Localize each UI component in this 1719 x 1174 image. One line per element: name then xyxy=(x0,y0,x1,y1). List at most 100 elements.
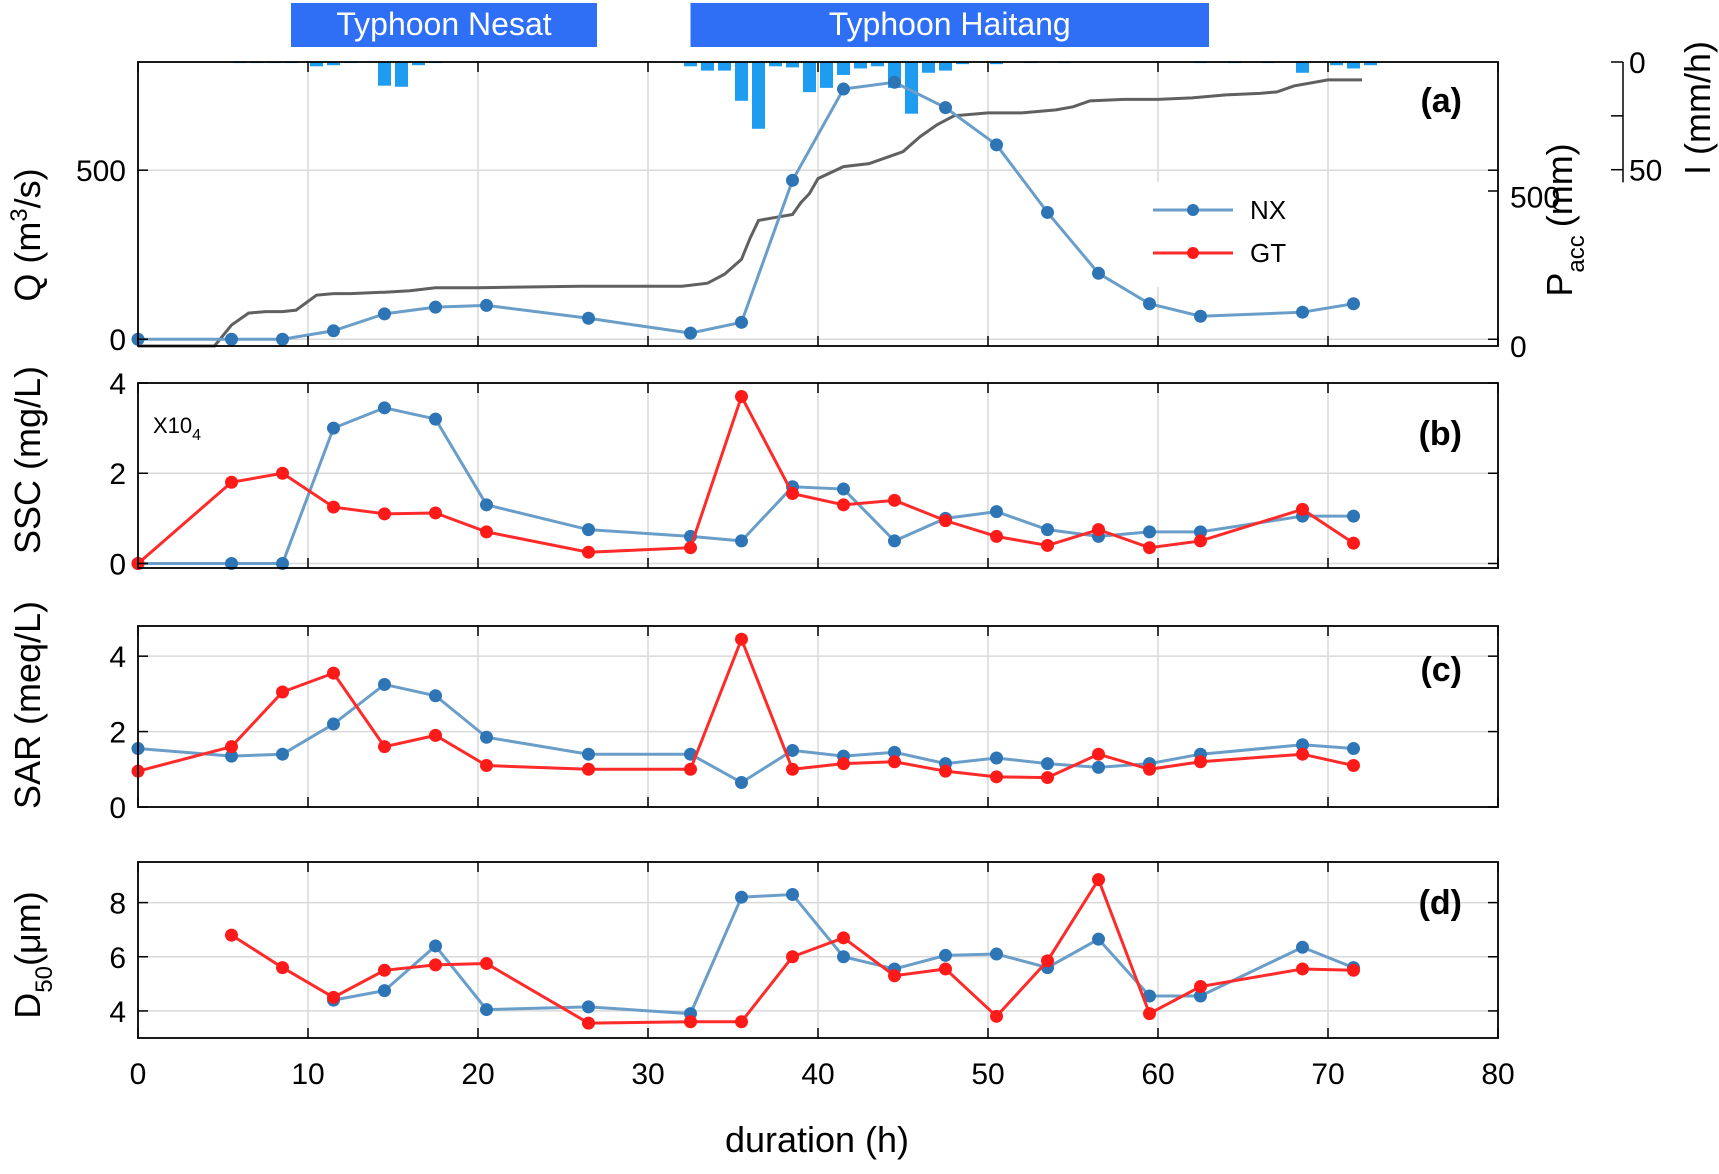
data-point-nx xyxy=(990,505,1003,519)
data-point-nx xyxy=(1092,760,1105,774)
data-point-nx xyxy=(990,751,1003,765)
panel-c-series xyxy=(131,632,1360,789)
y-tick-label: 500 xyxy=(76,155,126,188)
data-point-nx xyxy=(327,421,340,435)
panel-a-ticks: 0 500 0 500 0 50 xyxy=(76,47,1662,364)
data-point-nx xyxy=(276,332,289,346)
data-point-gt xyxy=(1143,1007,1156,1021)
data-point-nx xyxy=(1092,266,1105,280)
data-point-gt xyxy=(429,728,442,742)
x-tick-label: 40 xyxy=(801,1058,834,1091)
panel-b-ticks: 0 2 4 xyxy=(109,368,1499,581)
data-point-gt xyxy=(786,487,799,501)
y-tick-label: 8 xyxy=(109,888,126,921)
data-point-nx xyxy=(1194,309,1207,323)
panel-b-series xyxy=(131,390,1360,570)
rain-bar xyxy=(956,62,969,65)
data-point-nx xyxy=(1296,940,1309,954)
data-point-gt xyxy=(1041,954,1054,968)
y-tick-label: 4 xyxy=(109,996,126,1029)
data-point-gt xyxy=(888,969,901,983)
x-tick-label: 70 xyxy=(1311,1058,1344,1091)
y-tick-label: 2 xyxy=(109,458,126,491)
data-point-gt xyxy=(1194,980,1207,994)
legend-nx-marker xyxy=(1187,204,1199,216)
rain-bar xyxy=(1347,62,1360,69)
data-point-nx xyxy=(1194,989,1207,1003)
data-point-nx xyxy=(276,556,289,570)
rain-bar xyxy=(327,62,340,66)
svg-text:Pacc(mm): Pacc(mm) xyxy=(1539,143,1590,296)
panel-frame xyxy=(137,61,1499,347)
data-point-gt xyxy=(1092,747,1105,761)
x-axis-label: duration (h) xyxy=(725,1119,909,1160)
data-point-nx xyxy=(735,315,748,329)
data-point-nx xyxy=(735,775,748,789)
rain-bar xyxy=(939,62,952,71)
y-tick-label: 6 xyxy=(109,942,126,975)
data-point-gt xyxy=(837,757,850,771)
rain-bar xyxy=(871,62,884,67)
data-point-nx xyxy=(276,747,289,761)
data-point-gt xyxy=(888,755,901,769)
data-point-nx xyxy=(327,717,340,731)
panel-a-tag: (a) xyxy=(1420,82,1462,120)
rain-bar xyxy=(701,62,714,71)
data-point-nx xyxy=(837,950,850,964)
typhoon-label-0: Typhoon Nesat xyxy=(336,6,551,42)
data-point-nx xyxy=(888,534,901,548)
data-point-gt xyxy=(582,545,595,559)
rain-bar xyxy=(378,62,391,86)
data-point-gt xyxy=(225,928,238,942)
data-point-nx xyxy=(786,743,799,757)
rain-bar xyxy=(412,62,425,66)
data-point-gt xyxy=(582,762,595,776)
data-point-gt xyxy=(225,740,238,754)
data-point-gt xyxy=(1092,523,1105,537)
legend: NX GT xyxy=(1143,182,1318,287)
typhoon-banner-1 xyxy=(690,3,1209,47)
data-point-nx xyxy=(1143,297,1156,311)
panel-a-y-label: Q (m3/s) xyxy=(6,168,48,301)
data-point-gt xyxy=(735,390,748,404)
rain-bar xyxy=(718,62,731,71)
typhoon-banners: Typhoon Nesat Typhoon Haitang xyxy=(291,3,1209,47)
data-point-gt xyxy=(276,961,289,975)
right-tick-label: 0 xyxy=(1510,331,1527,364)
panel-a-series xyxy=(131,75,1360,346)
data-point-nx xyxy=(990,947,1003,961)
data-point-nx xyxy=(1296,305,1309,319)
series-line-gt xyxy=(230,876,1354,1025)
data-point-nx xyxy=(786,173,799,187)
data-point-gt xyxy=(1041,538,1054,552)
data-point-gt xyxy=(327,990,340,1004)
data-point-nx xyxy=(582,1000,595,1014)
accumulated-precip-line xyxy=(138,78,1362,348)
panel-c-sar: 0 2 4 (c) SAR (meq/L) xyxy=(7,601,1499,825)
data-point-nx xyxy=(1143,989,1156,1003)
data-point-nx xyxy=(327,324,340,338)
x-tick-label: 60 xyxy=(1141,1058,1174,1091)
x-tick-label: 80 xyxy=(1481,1058,1514,1091)
data-point-nx xyxy=(888,745,901,759)
panel-d-tag: (d) xyxy=(1419,884,1462,922)
data-point-gt xyxy=(837,498,850,512)
data-point-gt xyxy=(480,957,493,971)
data-point-gt xyxy=(939,764,952,778)
data-point-gt xyxy=(582,1016,595,1030)
panel-b-tag: (b) xyxy=(1419,415,1462,453)
data-point-nx xyxy=(786,887,799,901)
data-point-gt xyxy=(786,762,799,776)
data-point-gt xyxy=(327,666,340,680)
data-point-nx xyxy=(1041,205,1054,219)
data-point-gt xyxy=(684,1015,697,1029)
data-point-gt xyxy=(276,685,289,699)
rain-bar xyxy=(803,62,816,93)
data-point-nx xyxy=(582,523,595,537)
rain-bar xyxy=(990,62,1003,65)
data-point-gt xyxy=(888,493,901,507)
rain-bar xyxy=(752,62,765,129)
data-point-nx xyxy=(888,75,901,89)
data-point-nx xyxy=(225,749,238,763)
